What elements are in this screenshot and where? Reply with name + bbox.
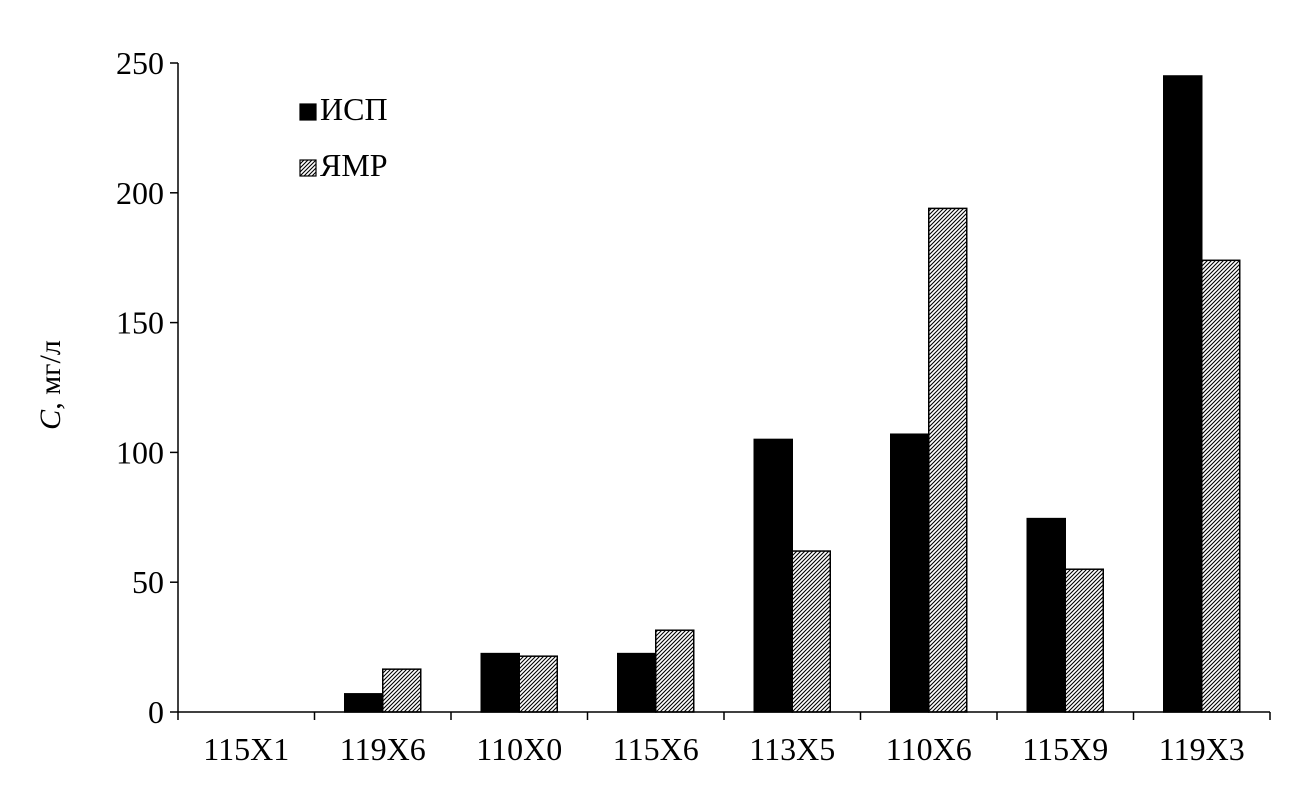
svg-text:C, мг/л: C, мг/л — [34, 340, 67, 430]
bar-icp-113x5 — [753, 438, 793, 713]
x-tick-label: 115X1 — [203, 731, 289, 767]
bar-icp-115x6 — [617, 652, 657, 713]
bar-icp-115x9 — [1026, 517, 1066, 713]
y-tick-label: 50 — [132, 564, 164, 600]
bar-nmr-115x6 — [655, 629, 695, 713]
legend-swatch-nmr — [299, 159, 317, 177]
bar-nmr-110x0 — [518, 655, 558, 713]
y-tick-label: 250 — [116, 45, 164, 81]
bar-icp-110x0 — [480, 652, 520, 713]
x-tick-label: 115X6 — [613, 731, 699, 767]
legend-label-nmr: ЯМР — [320, 147, 388, 183]
legend: ИСП ЯМР — [299, 91, 388, 183]
y-tick-label: 0 — [148, 694, 164, 730]
bar-icp-119x6 — [344, 693, 384, 713]
bar-nmr-113x5 — [791, 550, 831, 713]
x-tick-label: 119X3 — [1159, 731, 1245, 767]
legend-label-icp: ИСП — [320, 91, 388, 127]
x-tick-label: 110X6 — [886, 731, 972, 767]
bar-icp-119x3 — [1163, 75, 1203, 713]
bar-nmr-119x3 — [1201, 259, 1241, 713]
bar-nmr-115x9 — [1064, 568, 1104, 713]
y-axis-label: C, мг/л — [34, 340, 67, 430]
bar-nmr-110x6 — [928, 207, 968, 713]
x-tick-label: 115X9 — [1022, 731, 1108, 767]
bar-nmr-119x6 — [382, 668, 422, 713]
y-tick-label: 100 — [116, 434, 164, 470]
y-tick-label: 200 — [116, 175, 164, 211]
legend-swatch-icp — [299, 103, 317, 121]
y-axis-label-unit: , мг/л — [34, 340, 67, 410]
x-tick-label: 119X6 — [340, 731, 426, 767]
bar-icp-110x6 — [890, 433, 930, 713]
y-axis-label-italic: C — [34, 409, 67, 430]
x-tick-label: 110X0 — [476, 731, 562, 767]
x-tick-label: 113X5 — [749, 731, 835, 767]
y-tick-label: 150 — [116, 305, 164, 341]
